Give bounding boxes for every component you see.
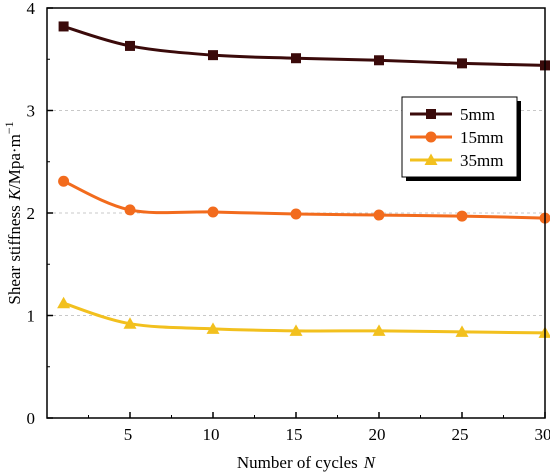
y-axis-unit: /Mpa·m xyxy=(5,134,24,189)
y-tick-label: 4 xyxy=(27,0,36,18)
x-tick-label: 10 xyxy=(203,425,220,444)
legend: 5mm 15mm 35mm xyxy=(401,96,521,181)
data-point-35mm xyxy=(372,324,386,336)
y-axis-var: K xyxy=(5,187,24,201)
series-line-5mm xyxy=(63,25,546,67)
data-point-35mm xyxy=(57,296,71,309)
legend-label-5mm: 5mm xyxy=(460,105,495,124)
legend-label-35mm: 35mm xyxy=(460,151,503,170)
series-line-15mm xyxy=(62,179,546,220)
axes: 0 1 2 3 4 5 10 15 20 25 30 xyxy=(27,0,550,444)
data-point-5mm xyxy=(125,40,135,51)
legend-marker-5mm xyxy=(426,109,436,119)
data-point-5mm xyxy=(208,50,218,61)
data-point-5mm xyxy=(58,21,69,32)
y-axis-unit-sup: −1 xyxy=(2,121,16,134)
x-tick-label: 15 xyxy=(286,425,303,444)
data-point-35mm xyxy=(289,324,303,336)
data-point-15mm xyxy=(290,208,302,220)
data-point-15mm xyxy=(456,210,468,222)
y-axis-title-text: Shear stiffness xyxy=(5,205,24,304)
x-tick-label: 5 xyxy=(124,425,133,444)
data-point-15mm xyxy=(373,209,385,221)
y-tick-label: 2 xyxy=(27,204,36,223)
data-point-5mm xyxy=(457,58,467,69)
x-tick-label: 20 xyxy=(369,425,386,444)
x-axis-var: N xyxy=(363,453,377,472)
legend-marker-35mm xyxy=(424,153,438,165)
x-tick-label: 30 xyxy=(535,425,550,444)
y-axis-title: Shear stiffness K/Mpa·m−1 xyxy=(2,121,24,304)
data-point-35mm xyxy=(123,317,137,329)
x-axis-title-text: Number of cycles xyxy=(237,453,358,472)
series-5mm xyxy=(58,21,550,71)
y-tick-label: 1 xyxy=(27,307,36,326)
x-tick-label: 25 xyxy=(452,425,469,444)
data-point-35mm xyxy=(206,322,220,334)
data-point-15mm xyxy=(58,175,70,187)
legend-marker-15mm xyxy=(425,131,437,143)
data-point-15mm xyxy=(124,204,136,216)
data-point-15mm xyxy=(207,206,219,218)
legend-label-15mm: 15mm xyxy=(460,128,503,147)
data-point-35mm xyxy=(455,325,469,337)
series-15mm xyxy=(58,175,550,224)
y-tick-label: 3 xyxy=(27,102,36,121)
y-tick-label: 0 xyxy=(27,409,36,428)
data-point-5mm xyxy=(374,55,384,66)
data-point-5mm xyxy=(291,53,301,64)
x-axis-title: Number of cycles N xyxy=(237,453,377,472)
series-35mm xyxy=(57,296,550,338)
